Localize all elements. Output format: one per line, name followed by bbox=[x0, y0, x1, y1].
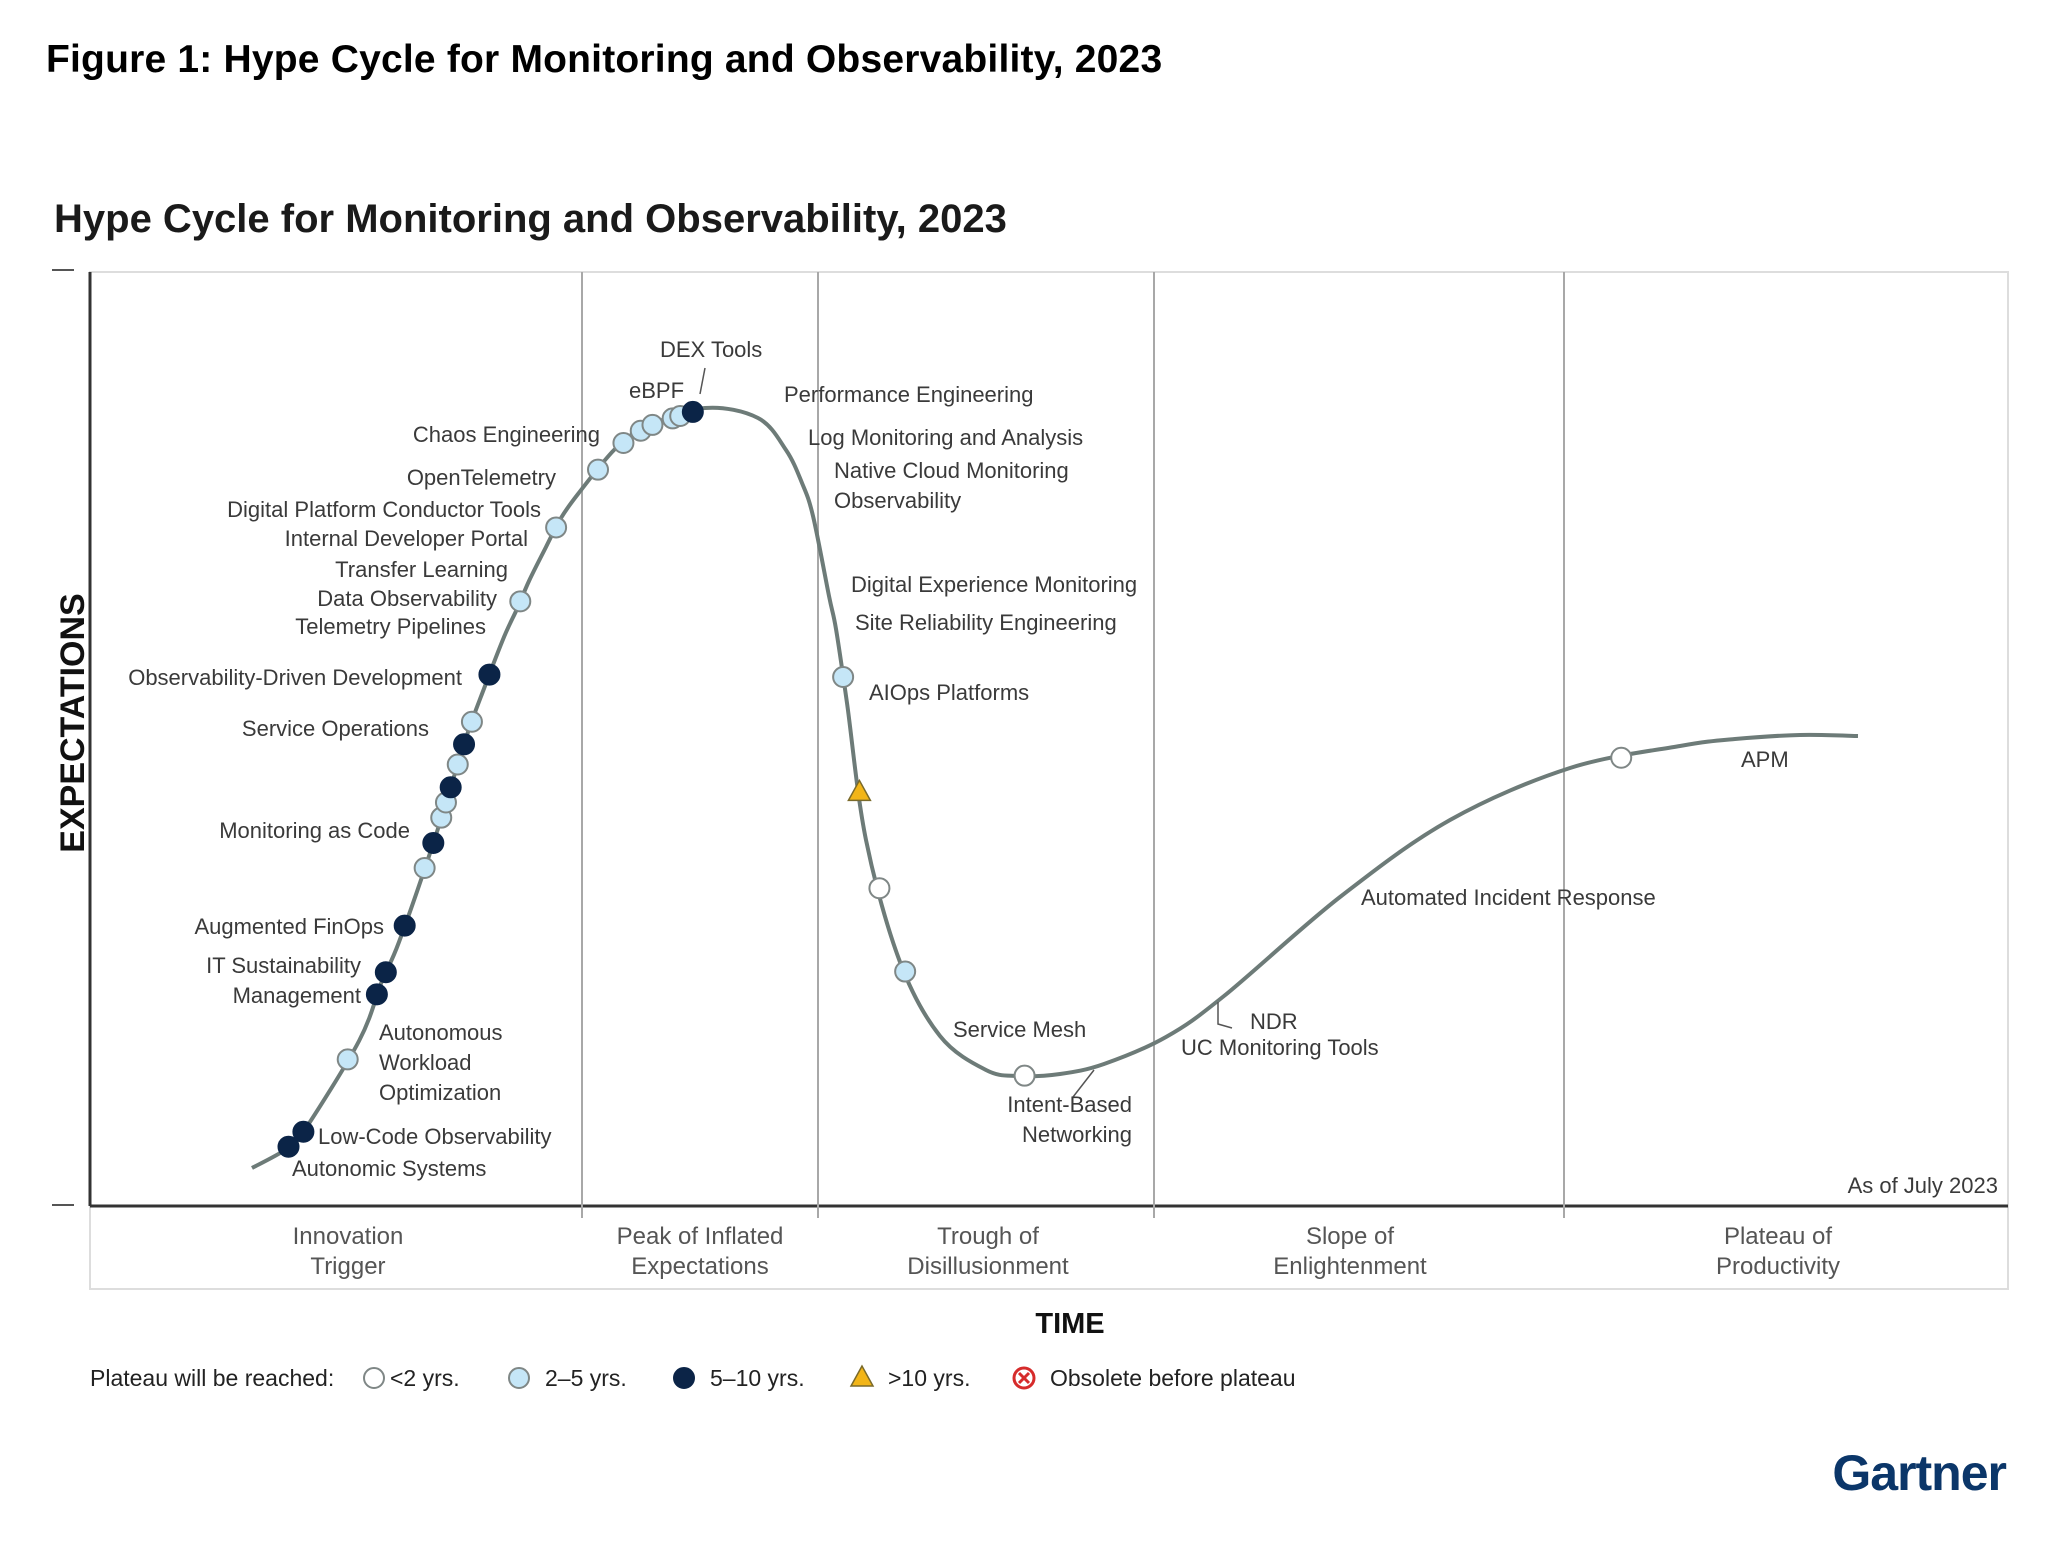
point-ndr bbox=[894, 960, 917, 983]
point-apm bbox=[1610, 746, 1633, 769]
label-intent-based-networking: Intent-Based Networking bbox=[1007, 1092, 1132, 1147]
point-log-monitoring-and-analysis bbox=[612, 432, 635, 455]
label-ndr: NDR bbox=[1250, 1009, 1298, 1034]
point-digital-platform-conductor-tools bbox=[453, 733, 476, 756]
label-digital-platform-conductor-tools: Digital Platform Conductor Tools bbox=[227, 497, 541, 522]
label-monitoring-as-code: Monitoring as Code bbox=[219, 818, 410, 843]
point-chaos-engineering bbox=[478, 663, 501, 686]
label-transfer-learning: Transfer Learning bbox=[335, 557, 508, 582]
as-of-date: As of July 2023 bbox=[1848, 1173, 1998, 1198]
point-internal-developer-portal bbox=[446, 753, 469, 776]
point-native-cloud-monitoring-observability-2 bbox=[641, 413, 664, 436]
legend-obsolete-label: Obsolete before plateau bbox=[1050, 1365, 1296, 1391]
legend-lt2-label: <2 yrs. bbox=[390, 1365, 460, 1391]
label-autonomic-systems: Autonomic Systems bbox=[292, 1156, 486, 1181]
x-axis-label: TIME bbox=[1035, 1308, 1104, 1340]
point-observability-driven-development bbox=[422, 831, 445, 854]
point-service-operations bbox=[413, 857, 436, 880]
label-dex-tools: DEX Tools bbox=[660, 337, 762, 362]
point-dex-tools bbox=[545, 516, 568, 539]
phase-label-slope-of-enlightenment: Slope of Enlightenment bbox=[1273, 1223, 1427, 1280]
leader-dex-tools bbox=[699, 367, 706, 395]
point-low-code-observability bbox=[292, 1120, 315, 1143]
chart-title: Hype Cycle for Monitoring and Observabil… bbox=[54, 197, 1007, 241]
point-aiops-platforms bbox=[681, 400, 704, 423]
label-opentelemetry: OpenTelemetry bbox=[407, 465, 556, 490]
label-ebpf: eBPF bbox=[629, 378, 684, 403]
phase-label-peak-of-inflated-expectations: Peak of Inflated Expectations bbox=[617, 1223, 784, 1280]
y-axis-label: EXPECTATIONS bbox=[54, 593, 92, 852]
point-opentelemetry bbox=[460, 710, 483, 733]
point-autonomous-workload-optimization bbox=[336, 1048, 359, 1071]
label-automated-incident-response: Automated Incident Response bbox=[1361, 885, 1656, 910]
label-aiops-platforms: AIOps Platforms bbox=[869, 680, 1029, 705]
legend-lt2-marker bbox=[363, 1367, 385, 1389]
label-it-sustainability-management: IT Sustainability Management bbox=[206, 953, 361, 1008]
label-service-mesh: Service Mesh bbox=[953, 1017, 1086, 1042]
label-native-cloud-monitoring-observability: Native Cloud Monitoring Observability bbox=[834, 458, 1069, 513]
legend-obsolete-marker bbox=[1012, 1366, 1036, 1390]
label-augmented-finops: Augmented FinOps bbox=[194, 914, 384, 939]
label-digital-experience-monitoring: Digital Experience Monitoring bbox=[851, 572, 1137, 597]
legend-5to10-label: 5–10 yrs. bbox=[710, 1365, 805, 1391]
label-observability-driven-development: Observability-Driven Development bbox=[128, 665, 462, 690]
label-chaos-engineering: Chaos Engineering bbox=[413, 422, 600, 447]
point-ebpf bbox=[509, 590, 532, 613]
legend-gt10-marker bbox=[849, 1364, 875, 1387]
phase-label-plateau-of-productivity: Plateau of Productivity bbox=[1716, 1223, 1840, 1280]
point-transfer-learning bbox=[439, 776, 462, 799]
label-apm: APM bbox=[1741, 747, 1789, 772]
leader-intent-based-networking bbox=[1072, 1069, 1095, 1098]
label-log-monitoring-and-analysis: Log Monitoring and Analysis bbox=[808, 425, 1083, 450]
point-augmented-finops bbox=[374, 961, 397, 984]
legend-title: Plateau will be reached: bbox=[90, 1365, 334, 1391]
legend-5to10-marker bbox=[673, 1367, 695, 1389]
point-monitoring-as-code bbox=[393, 914, 416, 937]
phase-label-innovation-trigger: Innovation Trigger bbox=[293, 1223, 404, 1280]
gartner-logo: Gartner bbox=[1832, 1445, 2006, 1501]
point-intent-based-networking bbox=[847, 778, 872, 802]
label-data-observability: Data Observability bbox=[317, 586, 497, 611]
label-uc-monitoring-tools: UC Monitoring Tools bbox=[1181, 1035, 1379, 1060]
point-it-sustainability-management bbox=[365, 983, 388, 1006]
label-site-reliability-engineering: Site Reliability Engineering bbox=[855, 610, 1117, 635]
legend-2to5-label: 2–5 yrs. bbox=[545, 1365, 627, 1391]
label-internal-developer-portal: Internal Developer Portal bbox=[285, 526, 528, 551]
point-uc-monitoring-tools bbox=[868, 877, 891, 900]
label-low-code-observability: Low-Code Observability bbox=[318, 1124, 552, 1149]
label-service-operations: Service Operations bbox=[242, 716, 429, 741]
point-automated-incident-response bbox=[1013, 1064, 1036, 1087]
figure-title: Figure 1: Hype Cycle for Monitoring and … bbox=[46, 38, 1163, 81]
legend-2to5-marker bbox=[508, 1367, 530, 1389]
label-performance-engineering: Performance Engineering bbox=[784, 382, 1033, 407]
phase-label-trough-of-disillusionment: Trough of Disillusionment bbox=[907, 1223, 1069, 1280]
point-performance-engineering bbox=[587, 458, 610, 481]
label-autonomous-workload-optimization: Autonomous Workload Optimization bbox=[379, 1020, 503, 1105]
point-autonomic-systems bbox=[277, 1135, 300, 1158]
leader-ndr bbox=[1217, 1002, 1233, 1029]
point-service-mesh bbox=[832, 665, 855, 688]
legend-gt10-label: >10 yrs. bbox=[888, 1365, 970, 1391]
label-telemetry-pipelines: Telemetry Pipelines bbox=[295, 614, 486, 639]
